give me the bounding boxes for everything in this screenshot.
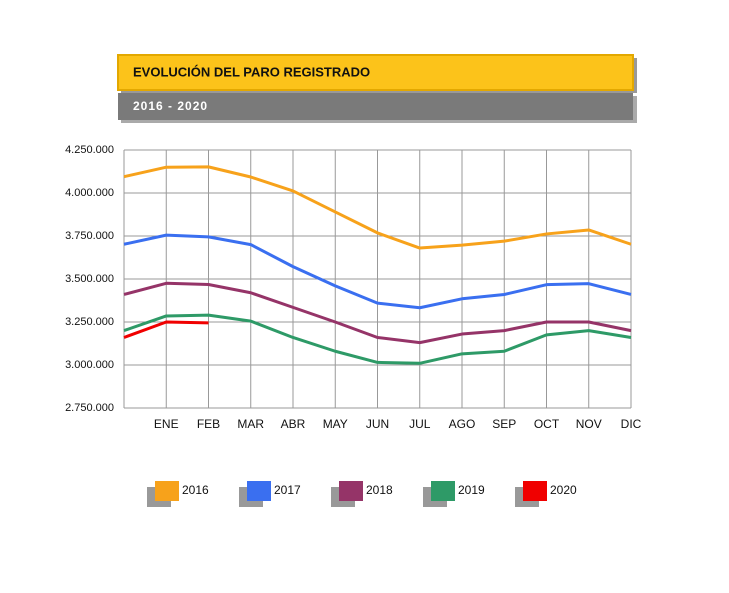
series-line (123, 320, 209, 339)
x-tick-label: FEB (197, 417, 220, 431)
legend-swatch (339, 481, 363, 501)
legend-swatch (247, 481, 271, 501)
chart-subtitle: 2016 - 2020 (133, 99, 208, 113)
x-tick-label: OCT (534, 417, 560, 431)
subtitle-box (118, 93, 633, 120)
y-tick-label: 4.000.000 (65, 187, 114, 199)
legend-label: 2020 (550, 483, 577, 497)
chart-title: EVOLUCIÓN DEL PARO REGISTRADO (133, 64, 370, 79)
title-box (117, 54, 634, 91)
series-line (123, 233, 632, 310)
y-tick-label: 3.250.000 (65, 316, 114, 328)
x-tick-label: ENE (154, 417, 179, 431)
y-tick-label: 4.250.000 (65, 144, 114, 156)
y-tick-label: 3.750.000 (65, 230, 114, 242)
y-tick-label: 2.750.000 (65, 402, 114, 414)
x-tick-label: NOV (576, 417, 602, 431)
legend-swatch (155, 481, 179, 501)
y-tick-label: 3.500.000 (65, 273, 114, 285)
y-tick-label: 3.000.000 (65, 359, 114, 371)
x-tick-label: DIC (621, 417, 642, 431)
series-line (123, 281, 632, 345)
x-tick-label: SEP (492, 417, 516, 431)
x-tick-label: JUL (409, 417, 431, 431)
series-line (123, 165, 632, 250)
legend-swatch (523, 481, 547, 501)
x-tick-label: MAY (323, 417, 348, 431)
legend-label: 2019 (458, 483, 485, 497)
x-tick-label: AGO (449, 417, 476, 431)
x-tick-label: JUN (366, 417, 389, 431)
legend-swatch (431, 481, 455, 501)
legend-label: 2017 (274, 483, 301, 497)
legend-label: 2018 (366, 483, 393, 497)
legend-label: 2016 (182, 483, 209, 497)
x-tick-label: MAR (237, 417, 264, 431)
series-line (123, 313, 632, 365)
x-tick-label: ABR (281, 417, 306, 431)
